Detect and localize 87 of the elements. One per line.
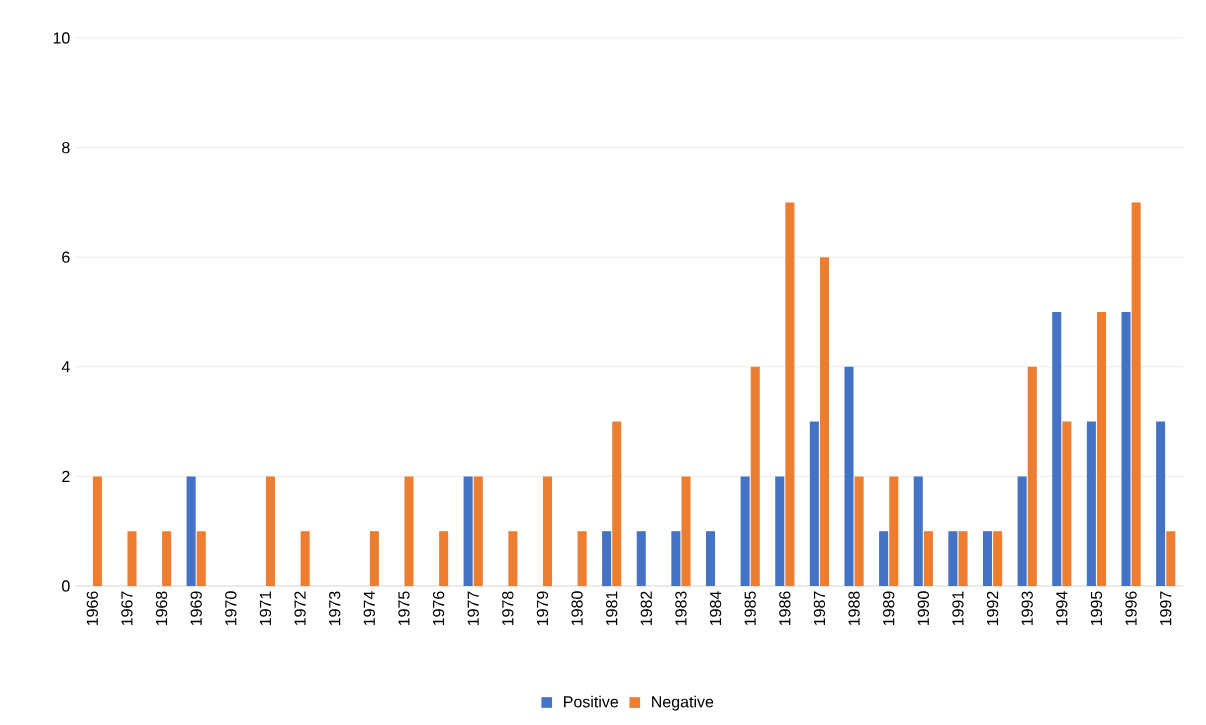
bar — [750, 366, 760, 586]
bar — [681, 476, 691, 586]
bar — [265, 476, 276, 586]
bar — [982, 531, 993, 586]
bar — [1156, 421, 1166, 586]
x-tick-label: 1967 — [121, 591, 133, 626]
bar — [542, 476, 553, 586]
x-tick-label: 1997 — [1160, 591, 1172, 626]
x-tick-label: 1990 — [917, 591, 929, 626]
y-tick-label: 0 — [62, 580, 70, 592]
x-tick-label: 1996 — [1125, 591, 1137, 626]
bar — [636, 531, 646, 586]
x-tick-label: 1968 — [155, 591, 168, 626]
bar — [1121, 312, 1131, 586]
y-tick-label: 8 — [62, 141, 70, 154]
bar — [879, 531, 889, 586]
bar — [958, 531, 968, 586]
x-tick-label: 1985 — [744, 591, 756, 626]
x-tick-label: 1966 — [86, 591, 98, 626]
bar — [602, 531, 612, 586]
x-tick-label: 1995 — [1090, 591, 1103, 626]
legend-label: Positive — [564, 695, 619, 708]
bar — [740, 476, 750, 586]
x-tick-label: 1974 — [363, 591, 375, 626]
x-tick-label: 1989 — [883, 591, 895, 626]
y-tick-label: 6 — [62, 251, 70, 263]
x-tick-label: 1991 — [952, 591, 964, 626]
x-tick-label: 1986 — [779, 591, 791, 626]
legend-label: Negative — [652, 695, 714, 711]
bar — [1027, 366, 1037, 586]
bar — [92, 476, 102, 586]
x-tick-label: 1979 — [536, 591, 549, 626]
y-tick-label: 2 — [62, 470, 70, 482]
bar — [196, 531, 206, 586]
x-tick-label: 1980 — [571, 591, 583, 626]
bar — [1086, 421, 1096, 586]
bar — [844, 366, 854, 586]
bar — [1052, 312, 1062, 586]
bar — [1131, 202, 1141, 586]
x-tick-label: 1969 — [190, 591, 202, 626]
bar — [913, 476, 923, 586]
bar — [948, 531, 958, 586]
x-tick-label: 1975 — [398, 591, 410, 626]
x-tick-label: 1978 — [502, 591, 514, 626]
bar — [819, 257, 830, 586]
x-tick-label: 1984 — [709, 591, 722, 626]
bar — [463, 476, 473, 586]
bar — [809, 421, 819, 586]
bar — [612, 421, 622, 586]
x-tick-label: 1973 — [329, 591, 341, 626]
bar — [369, 531, 379, 586]
x-tick-label: 1972 — [294, 591, 306, 626]
x-tick-label: 1981 — [606, 591, 618, 626]
bar — [404, 476, 414, 586]
bar — [671, 531, 681, 586]
bar — [439, 531, 449, 586]
bar — [775, 476, 785, 586]
bar — [300, 531, 310, 586]
bar — [473, 476, 483, 586]
bar — [889, 476, 899, 586]
x-tick-label: 1977 — [467, 591, 479, 626]
x-tick-label: 1971 — [259, 591, 272, 626]
x-tick-label: 1992 — [986, 591, 999, 626]
bar — [1166, 531, 1176, 586]
bar — [577, 531, 587, 586]
bar — [186, 476, 196, 586]
x-tick-label: 1993 — [1021, 591, 1033, 626]
bar — [1062, 421, 1072, 586]
bar — [993, 531, 1003, 586]
bar — [923, 531, 933, 586]
x-tick-label: 1994 — [1056, 591, 1068, 626]
y-tick-label: 10 — [53, 32, 70, 44]
x-tick-label: 1988 — [848, 591, 860, 626]
bar — [162, 531, 172, 586]
bar — [785, 202, 795, 586]
x-tick-label: 1976 — [432, 591, 445, 626]
bar — [127, 531, 137, 586]
y-tick-label: 4 — [61, 361, 70, 373]
x-tick-label: 1983 — [675, 591, 687, 626]
bar — [1017, 476, 1027, 586]
bar — [854, 476, 864, 586]
x-tick-label: 1987 — [813, 591, 826, 626]
bar — [1096, 312, 1107, 586]
bar — [508, 531, 518, 586]
bar — [705, 531, 716, 586]
x-tick-label: 1982 — [640, 591, 652, 626]
x-tick-label: 1970 — [225, 591, 237, 626]
